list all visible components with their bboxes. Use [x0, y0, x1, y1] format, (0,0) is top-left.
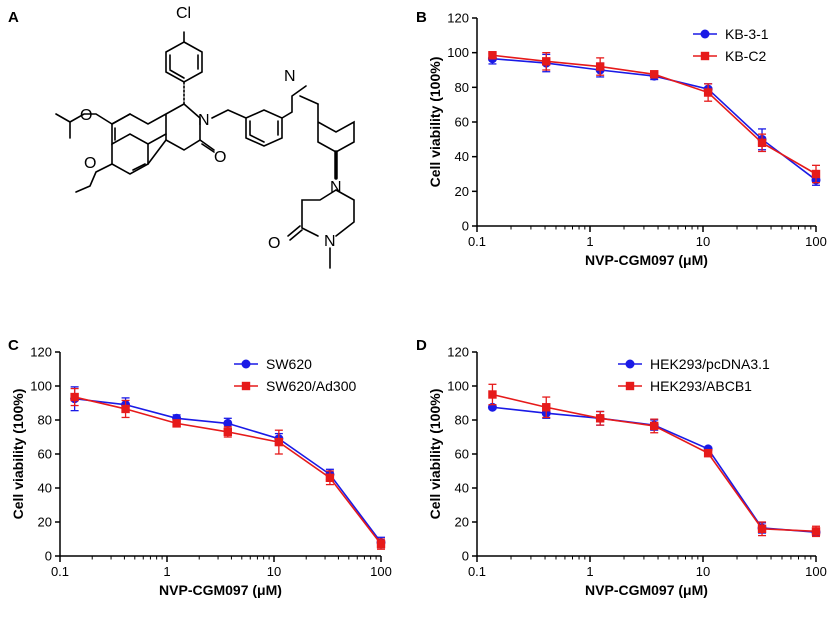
x-tick-label: 0.1	[468, 564, 486, 579]
y-tick-label: 120	[30, 345, 52, 360]
y-tick-label: 0	[462, 219, 469, 234]
series-sw620	[70, 386, 386, 549]
y-tick-label: 100	[447, 45, 469, 60]
y-tick-label: 20	[38, 515, 52, 530]
panel-label-b: B	[416, 9, 427, 26]
legend-label: HEK293/ABCB1	[650, 378, 752, 394]
x-tick-label: 1	[163, 564, 170, 579]
legend-marker	[241, 359, 251, 369]
y-tick-label: 120	[447, 11, 469, 26]
chart-b: 0 20 40 60 80 100 120 0.1 1 10 100 NVP-CGM097 (μM) C…	[427, 11, 827, 269]
y-tick-label: 100	[447, 379, 469, 394]
data-point	[223, 427, 232, 437]
data-point	[703, 88, 713, 97]
x-axis-title: NVP-CGM097 (μM)	[585, 582, 708, 598]
atom-o-isopropoxy: O	[80, 107, 92, 124]
series-kb-c2	[488, 51, 821, 184]
legend-marker	[700, 51, 710, 61]
x-tick-label: 0.1	[468, 234, 486, 249]
data-point	[650, 421, 659, 431]
legend-marker	[700, 29, 710, 39]
x-tick-label: 100	[805, 234, 827, 249]
panel-label-d: D	[416, 337, 427, 354]
legend-label: KB-C2	[725, 48, 766, 64]
y-axis-title: Cell viability (100%)	[10, 389, 26, 520]
atom-o-lactam: O	[214, 149, 226, 166]
data-point	[811, 527, 821, 536]
atom-cl: Cl	[176, 5, 191, 22]
x-tick-label: 10	[696, 564, 710, 579]
data-point	[70, 392, 79, 402]
atom-n-piperazine-top: N	[330, 179, 342, 196]
data-point	[811, 169, 821, 179]
chemical-structure	[55, 31, 355, 269]
data-point	[703, 448, 713, 458]
data-point	[542, 403, 551, 412]
y-tick-label: 20	[455, 184, 469, 199]
y-axis-title: Cell viability (100%)	[427, 57, 443, 188]
atom-n-methyl: N	[284, 68, 296, 85]
y-tick-label: 60	[455, 447, 469, 462]
series-line	[492, 393, 817, 533]
x-axis-title: NVP-CGM097 (μM)	[159, 582, 282, 598]
y-tick-label: 40	[455, 149, 469, 164]
panel-a: A	[8, 5, 355, 269]
data-point	[121, 404, 130, 414]
atom-n-amide: N	[198, 112, 210, 129]
data-point	[595, 62, 605, 71]
y-tick-label: 120	[447, 345, 469, 360]
data-point	[172, 419, 181, 428]
y-tick-label: 80	[455, 80, 469, 95]
x-tick-label: 1	[586, 564, 593, 579]
atom-n-piperazine-bottom: N	[324, 233, 336, 250]
chart-d: 0 20 40 60 80 100 120 0.1 1 10 100 NVP-CGM097 (μM) C…	[427, 345, 827, 599]
x-tick-label: 1	[586, 234, 593, 249]
legend-marker	[241, 381, 251, 391]
y-tick-label: 0	[462, 549, 469, 564]
y-tick-label: 60	[455, 115, 469, 130]
data-point	[650, 70, 659, 79]
data-point	[376, 539, 386, 549]
y-axis-title: Cell viability (100%)	[427, 389, 443, 520]
x-tick-label: 0.1	[51, 564, 69, 579]
x-tick-label: 100	[805, 564, 827, 579]
data-point	[488, 390, 497, 399]
series-hek293-abcb1	[488, 383, 821, 538]
series-sw620-ad300	[70, 387, 386, 550]
y-tick-label: 100	[30, 379, 52, 394]
y-tick-label: 80	[455, 413, 469, 428]
x-tick-label: 10	[696, 234, 710, 249]
chart-c: 0 20 40 60 80 100 120 0.1 1 10 100 NVP-CGM097 (μM) C…	[10, 345, 392, 599]
y-tick-label: 40	[455, 481, 469, 496]
x-axis-title: NVP-CGM097 (μM)	[585, 252, 708, 268]
data-point	[274, 437, 284, 447]
data-point	[223, 418, 233, 428]
x-tick-label: 100	[370, 564, 392, 579]
legend-label: SW620	[266, 356, 312, 372]
panel-label-c: C	[8, 337, 19, 354]
y-tick-label: 0	[45, 549, 52, 564]
legend-label: KB-3-1	[725, 26, 769, 42]
y-tick-label: 80	[38, 413, 52, 428]
x-tick-label: 10	[267, 564, 281, 579]
y-tick-label: 40	[38, 481, 52, 496]
data-point	[757, 524, 767, 533]
y-tick-label: 60	[38, 447, 52, 462]
legend-label: HEK293/pcDNA3.1	[650, 356, 770, 372]
legend-marker	[625, 359, 635, 369]
legend-marker	[625, 381, 635, 391]
data-point	[757, 138, 767, 147]
data-point	[325, 473, 335, 482]
legend-label: SW620/Ad300	[266, 378, 356, 394]
data-point	[488, 51, 497, 60]
panel-label-a: A	[8, 9, 19, 26]
atom-o-piperazinone: O	[268, 235, 280, 252]
data-point	[542, 57, 551, 66]
atom-o-methoxy: O	[84, 155, 96, 172]
data-point	[595, 414, 605, 423]
y-tick-label: 20	[455, 515, 469, 530]
